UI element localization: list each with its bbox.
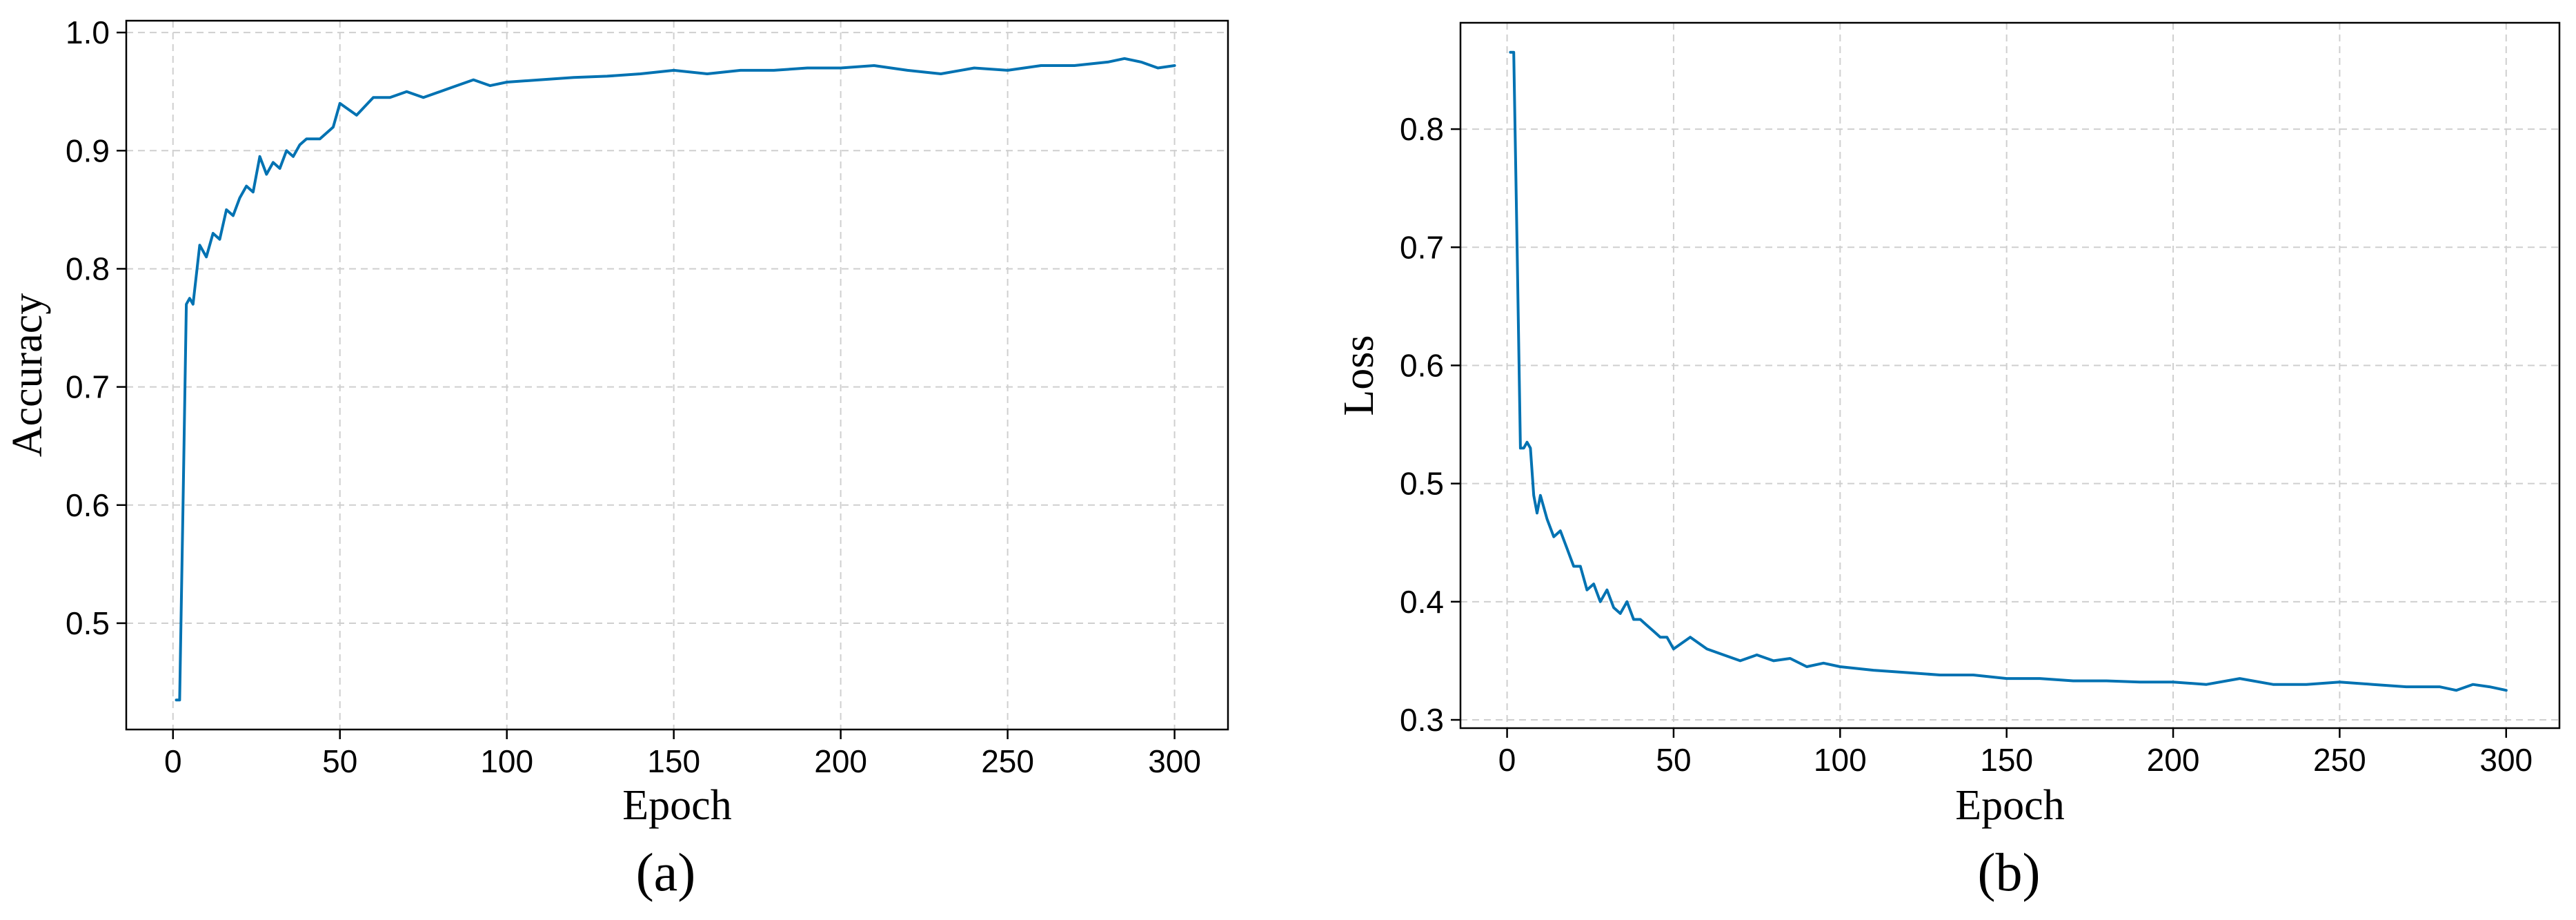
y-tick-label: 0.8 [66,251,110,286]
x-tick-label: 300 [2479,742,2533,778]
y-axis-label: Loss [1336,335,1383,415]
x-tick-label: 50 [322,743,357,779]
x-tick-label: 200 [2147,742,2200,778]
x-tick-label: 0 [1498,742,1516,778]
y-tick-label: 1.0 [66,14,110,50]
chart-panel-accuracy: 0 50 100 150 200 250 300 0.5 0.6 0.7 0.8 0.9 1.0 Epoc… [4,14,1229,902]
y-tick-label: 0.9 [66,133,110,168]
panel-caption: (b) [1978,842,2041,902]
y-tick-label: 0.7 [66,369,110,405]
panel-caption: (a) [636,842,696,902]
plot-frame [1459,21,2561,730]
y-tick-label: 0.8 [1400,111,1444,147]
x-tick-label: 50 [1656,742,1691,778]
x-tick-label: 300 [1148,743,1201,779]
x-axis-label: Epoch [1955,782,2064,829]
y-tick-label: 0.5 [1400,466,1444,502]
y-axis-label: Accuracy [4,293,51,458]
y-tick-label: 0.5 [66,605,110,641]
x-tick-label: 250 [2313,742,2366,778]
x-tick-label: 100 [480,743,533,779]
y-tick-label: 0.4 [1400,584,1444,620]
x-tick-label: 200 [814,743,867,779]
x-tick-label: 150 [647,743,700,779]
y-tick-label: 0.7 [1400,229,1444,265]
y-tick-label: 0.6 [66,487,110,523]
x-tick-label: 150 [1980,742,2033,778]
x-tick-label: 100 [1814,742,1867,778]
plot-frame [125,19,1229,731]
y-tick-label: 0.6 [1400,347,1444,383]
y-tick-label: 0.3 [1400,702,1444,738]
x-tick-label: 250 [981,743,1034,779]
series-line-loss [1509,50,2508,692]
chart-panel-loss: 0 50 100 150 200 250 300 0.3 0.4 0.5 0.6 0.7 0.8 Epoc… [1336,21,2561,902]
x-tick-label: 0 [164,743,182,779]
x-axis-label: Epoch [622,782,731,829]
series-line-accuracy [175,57,1176,702]
